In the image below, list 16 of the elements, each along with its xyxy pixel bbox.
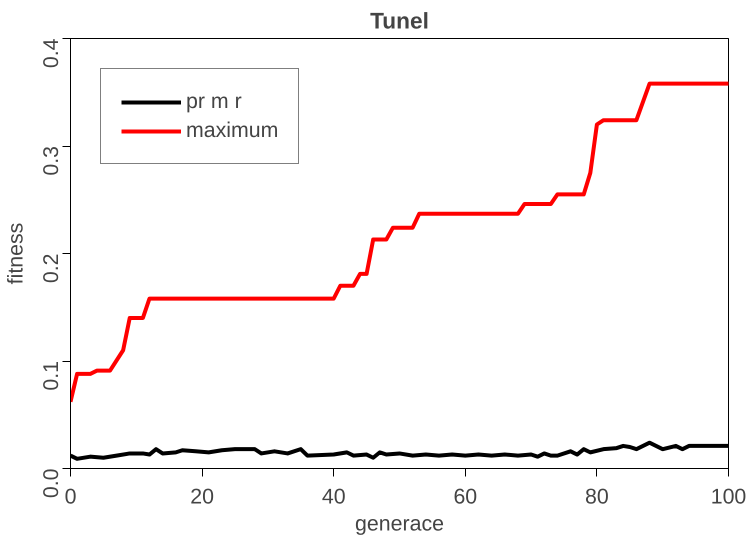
x-tick-label: 100 xyxy=(710,484,746,508)
legend-label: maximum xyxy=(186,118,278,143)
legend-label: pr m r xyxy=(186,89,242,114)
x-tick-label: 20 xyxy=(190,484,214,508)
x-tick-label: 40 xyxy=(322,484,346,508)
chart-title: Tunel xyxy=(370,8,429,34)
y-tick-label: 0.1 xyxy=(39,360,63,391)
y-tick-label: 0.4 xyxy=(39,38,63,68)
y-tick-label: 0.2 xyxy=(39,253,63,284)
y-axis-title: fitness xyxy=(4,222,28,284)
y-tick-label: 0.0 xyxy=(39,468,63,498)
x-tick-label: 60 xyxy=(453,484,478,508)
x-tick-label: 80 xyxy=(585,484,609,508)
x-axis-title: generace xyxy=(355,512,444,536)
y-tick-label: 0.3 xyxy=(39,146,63,176)
x-tick-label: 0 xyxy=(64,484,77,508)
